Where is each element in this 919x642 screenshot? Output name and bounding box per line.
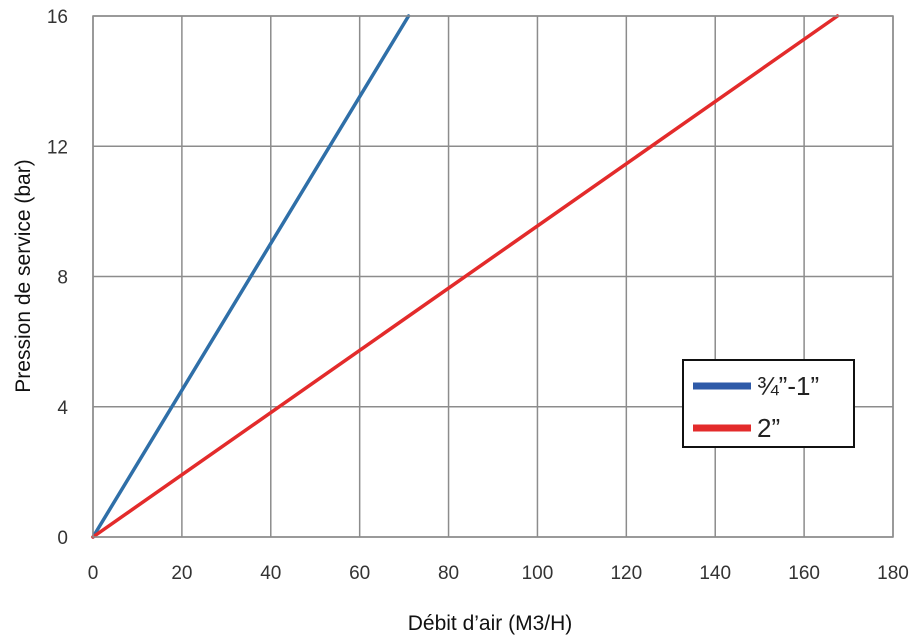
series-line-three-quarter-to-one-inch xyxy=(91,14,411,539)
y-axis-title: Pression de service (bar) xyxy=(12,159,35,392)
x-tick-label: 20 xyxy=(171,563,192,584)
x-tick-label: 0 xyxy=(88,563,99,584)
legend-label: ¾”-1” xyxy=(757,371,819,401)
legend-label: 2” xyxy=(757,413,780,443)
y-tick-label: 8 xyxy=(57,268,68,289)
data-series xyxy=(91,14,840,539)
x-tick-label: 100 xyxy=(522,563,554,584)
legend-items: ¾”-1” 2” xyxy=(693,371,819,443)
plot-border xyxy=(92,15,894,538)
y-tick-label: 4 xyxy=(57,398,68,419)
legend: ¾”-1” 2” xyxy=(682,359,855,448)
y-tick-label: 16 xyxy=(47,7,68,28)
series-line-two-inch xyxy=(91,14,840,539)
x-tick-label: 180 xyxy=(877,563,909,584)
x-tick-label: 140 xyxy=(699,563,731,584)
x-axis-title: Débit d’air (M3/H) xyxy=(408,612,573,635)
y-tick-label: 0 xyxy=(57,528,68,549)
x-axis-ticks: 0 20 40 60 80 100 120 140 160 180 xyxy=(88,563,909,584)
y-axis-ticks: 0 4 8 12 16 xyxy=(47,7,69,549)
x-tick-label: 80 xyxy=(438,563,459,584)
x-tick-label: 160 xyxy=(788,563,820,584)
legend-box xyxy=(682,359,855,448)
x-tick-label: 120 xyxy=(610,563,642,584)
x-tick-label: 60 xyxy=(349,563,370,584)
x-tick-label: 40 xyxy=(260,563,281,584)
y-tick-label: 12 xyxy=(47,137,68,158)
